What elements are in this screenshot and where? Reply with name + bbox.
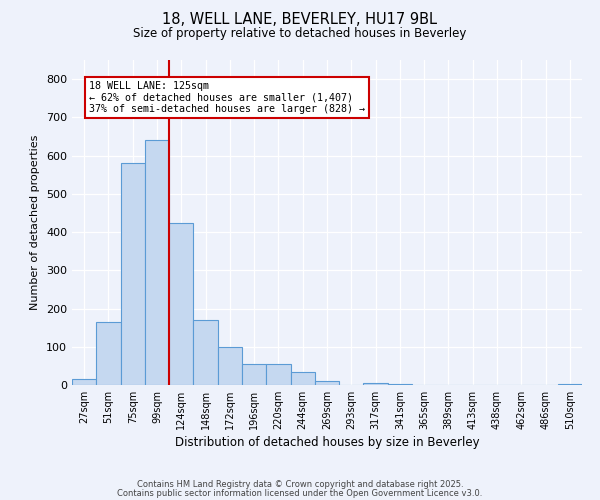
Bar (72, 378, 96, 385)
Y-axis label: Number of detached properties: Number of detached properties (31, 135, 40, 310)
Bar (364, 383, 388, 385)
Bar (218, 347, 242, 385)
Text: 18 WELL LANE: 125sqm
← 62% of detached houses are smaller (1,407)
37% of semi-de: 18 WELL LANE: 125sqm ← 62% of detached h… (89, 81, 365, 114)
Bar (315, 381, 339, 385)
Bar (290, 372, 315, 385)
Bar (193, 320, 218, 385)
Bar (121, 163, 145, 385)
Bar (242, 364, 266, 385)
Text: 18, WELL LANE, BEVERLEY, HU17 9BL: 18, WELL LANE, BEVERLEY, HU17 9BL (163, 12, 437, 28)
Text: Size of property relative to detached houses in Beverley: Size of property relative to detached ho… (133, 28, 467, 40)
Bar (266, 364, 290, 385)
Bar (558, 384, 582, 385)
X-axis label: Distribution of detached houses by size in Beverley: Distribution of detached houses by size … (175, 436, 479, 449)
Text: Contains public sector information licensed under the Open Government Licence v3: Contains public sector information licen… (118, 488, 482, 498)
Bar (96, 322, 121, 385)
Bar (145, 140, 169, 385)
Text: Contains HM Land Registry data © Crown copyright and database right 2025.: Contains HM Land Registry data © Crown c… (137, 480, 463, 489)
Bar (169, 222, 193, 385)
Bar (388, 384, 412, 385)
